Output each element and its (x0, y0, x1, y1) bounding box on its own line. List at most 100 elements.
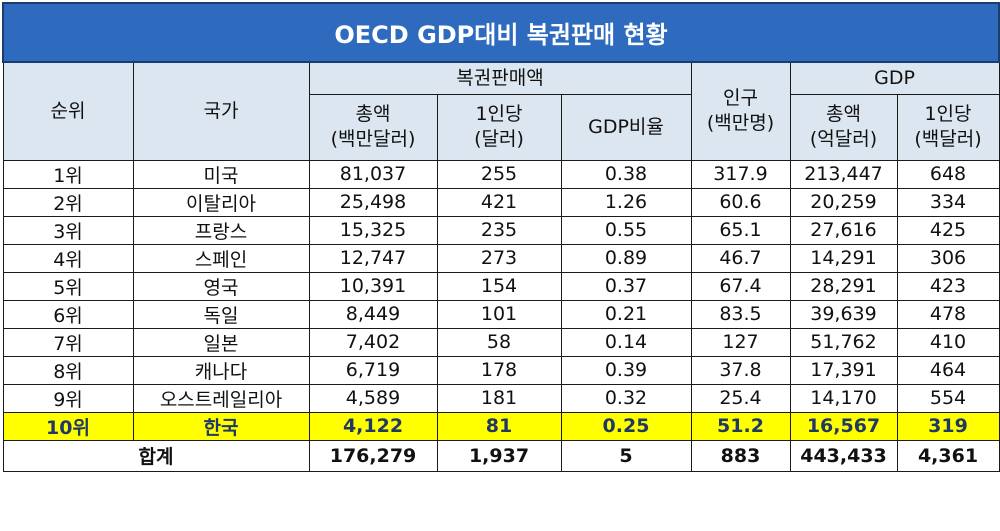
table-title: OECD GDP대비 복권판매 현황 (2, 2, 1000, 63)
cell-total-gdp-ratio: 5 (560, 439, 692, 472)
table-row: 6위 독일 8,449 101 0.21 83.5 39,639 478 (2, 299, 1000, 329)
cell-country: 프랑스 (132, 215, 310, 245)
cell-sales-per-capita: 255 (436, 159, 562, 189)
cell-population: 51.2 (690, 411, 791, 441)
table-row: 4위 스페인 12,747 273 0.89 46.7 14,291 306 (2, 243, 1000, 273)
table-row: 1위 미국 81,037 255 0.38 317.9 213,447 648 (2, 159, 1000, 189)
cell-gdp-ratio: 0.32 (560, 383, 692, 413)
cell-sales-total: 8,449 (308, 299, 438, 329)
cell-gdp-total: 27,616 (789, 215, 898, 245)
cell-sales-per-capita: 421 (436, 187, 562, 217)
table-row: 3위 프랑스 15,325 235 0.55 65.1 27,616 425 (2, 215, 1000, 245)
cell-sales-per-capita: 101 (436, 299, 562, 329)
cell-rank: 9위 (2, 383, 134, 413)
cell-gdp-total: 20,259 (789, 187, 898, 217)
header-population-label: 인구 (723, 87, 758, 110)
cell-rank: 4위 (2, 243, 134, 273)
cell-sales-per-capita: 235 (436, 215, 562, 245)
cell-sales-total: 4,122 (308, 411, 438, 441)
cell-sales-total: 15,325 (308, 215, 438, 245)
cell-rank: 1위 (2, 159, 134, 189)
cell-rank: 8위 (2, 355, 134, 385)
header-lottery-sales: 복권판매액 (308, 61, 692, 95)
cell-gdp-per-capita: 478 (896, 299, 1000, 329)
header-gdp: GDP (789, 61, 1000, 95)
header-country: 국가 (132, 61, 310, 161)
cell-gdp-total: 16,567 (789, 411, 898, 441)
cell-gdp-per-capita: 464 (896, 355, 1000, 385)
cell-sales-total: 25,498 (308, 187, 438, 217)
cell-gdp-per-capita: 648 (896, 159, 1000, 189)
cell-sales-per-capita: 154 (436, 271, 562, 301)
cell-population: 127 (690, 327, 791, 357)
table-row: 7위 일본 7,402 58 0.14 127 51,762 410 (2, 327, 1000, 357)
cell-gdp-per-capita: 306 (896, 243, 1000, 273)
cell-gdp-total: 213,447 (789, 159, 898, 189)
cell-country: 영국 (132, 271, 310, 301)
cell-gdp-ratio: 0.89 (560, 243, 692, 273)
cell-population: 67.4 (690, 271, 791, 301)
header-gdp-per-capita-label: 1인당 (924, 103, 972, 125)
cell-gdp-total: 28,291 (789, 271, 898, 301)
cell-sales-total: 6,719 (308, 355, 438, 385)
cell-population: 37.8 (690, 355, 791, 385)
header-gdp-per-capita: 1인당 (백달러) (896, 93, 1000, 161)
cell-gdp-per-capita: 410 (896, 327, 1000, 357)
cell-total-gdp: 443,433 (789, 439, 898, 472)
header-sales-per-capita-unit: (달러) (474, 128, 524, 150)
cell-population: 25.4 (690, 383, 791, 413)
cell-sales-per-capita: 181 (436, 383, 562, 413)
cell-country: 이탈리아 (132, 187, 310, 217)
cell-gdp-per-capita: 423 (896, 271, 1000, 301)
cell-gdp-ratio: 1.26 (560, 187, 692, 217)
cell-total-label: 합계 (2, 439, 310, 472)
cell-rank: 5위 (2, 271, 134, 301)
cell-population: 46.7 (690, 243, 791, 273)
table-row: 9위 오스트레일리아 4,589 181 0.32 25.4 14,170 55… (2, 383, 1000, 413)
table-row: 2위 이탈리아 25,498 421 1.26 60.6 20,259 334 (2, 187, 1000, 217)
cell-gdp-ratio: 0.21 (560, 299, 692, 329)
cell-sales-total: 12,747 (308, 243, 438, 273)
header-rank: 순위 (2, 61, 134, 161)
cell-gdp-per-capita: 319 (896, 411, 1000, 441)
cell-gdp-per-capita: 554 (896, 383, 1000, 413)
table-row-total: 합계 176,279 1,937 5 883 443,433 4,361 (2, 439, 1000, 472)
header-sales-total-unit: (백만달러) (330, 128, 416, 150)
cell-gdp-per-capita: 425 (896, 215, 1000, 245)
cell-sales-total: 81,037 (308, 159, 438, 189)
cell-country: 스페인 (132, 243, 310, 273)
cell-population: 83.5 (690, 299, 791, 329)
cell-country: 독일 (132, 299, 310, 329)
cell-total-sales-per-capita: 1,937 (436, 439, 562, 472)
cell-total-gdp-per-capita: 4,361 (896, 439, 1000, 472)
header-sales-total: 총액 (백만달러) (308, 93, 438, 161)
header-gdp-ratio: GDP비율 (560, 93, 692, 161)
cell-gdp-ratio: 0.14 (560, 327, 692, 357)
cell-population: 65.1 (690, 215, 791, 245)
cell-gdp-ratio: 0.55 (560, 215, 692, 245)
cell-sales-total: 4,589 (308, 383, 438, 413)
cell-sales-total: 10,391 (308, 271, 438, 301)
table-row-highlighted: 10위 한국 4,122 81 0.25 51.2 16,567 319 (2, 411, 1000, 441)
cell-country: 미국 (132, 159, 310, 189)
cell-country: 캐나다 (132, 355, 310, 385)
cell-sales-per-capita: 58 (436, 327, 562, 357)
header-sales-per-capita: 1인당 (달러) (436, 93, 562, 161)
header-gdp-total-label: 총액 (826, 103, 861, 125)
cell-population: 60.6 (690, 187, 791, 217)
table-row: 5위 영국 10,391 154 0.37 67.4 28,291 423 (2, 271, 1000, 301)
header-gdp-per-capita-unit: (백달러) (914, 128, 982, 150)
cell-gdp-total: 17,391 (789, 355, 898, 385)
cell-gdp-per-capita: 334 (896, 187, 1000, 217)
cell-country: 한국 (132, 411, 310, 441)
cell-population: 317.9 (690, 159, 791, 189)
header-gdp-total: 총액 (억달러) (789, 93, 898, 161)
cell-total-sales: 176,279 (308, 439, 438, 472)
cell-gdp-ratio: 0.25 (560, 411, 692, 441)
cell-rank: 2위 (2, 187, 134, 217)
header-sales-per-capita-label: 1인당 (475, 103, 523, 125)
cell-rank: 7위 (2, 327, 134, 357)
cell-gdp-ratio: 0.38 (560, 159, 692, 189)
header-gdp-total-unit: (억달러) (809, 128, 878, 150)
cell-gdp-ratio: 0.39 (560, 355, 692, 385)
